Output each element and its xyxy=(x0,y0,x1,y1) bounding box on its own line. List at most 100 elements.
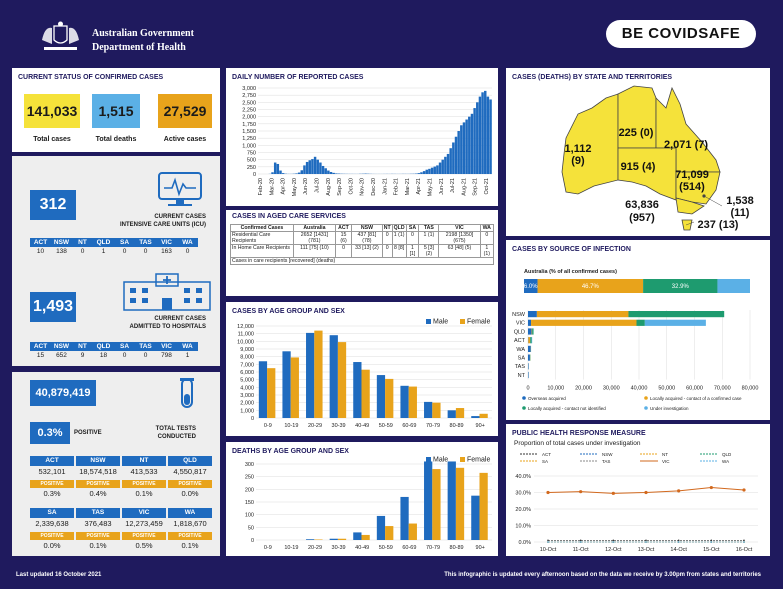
tests-positive-tag: POSITIVE xyxy=(168,480,212,488)
aged-cell: 0 xyxy=(405,231,420,245)
daily-xtick: May-20 xyxy=(292,178,298,196)
daily-bar xyxy=(470,113,474,174)
daily-xtick: May-21 xyxy=(428,178,434,196)
hosp-value-nt: 9 xyxy=(80,352,85,359)
daily-bar xyxy=(297,172,301,174)
death-ytick: 0 xyxy=(251,538,254,544)
tests-panel: 40,879,419 0.3% POSITIVE TOTAL TESTS CON… xyxy=(12,372,220,556)
tests-positive-tag: POSITIVE xyxy=(30,480,74,488)
daily-bar xyxy=(273,162,277,174)
status-panel: CURRENT STATUS OF CONFIRMED CASES 141,03… xyxy=(12,68,220,152)
tests-state-label: QLD xyxy=(168,456,212,466)
age-ytick: 0 xyxy=(251,416,254,422)
age-bar-male xyxy=(447,410,456,418)
age-bar-female xyxy=(479,413,488,418)
icu-value-sa: 0 xyxy=(122,248,127,255)
source-total-pct: 46.7% xyxy=(582,284,600,290)
daily-bar xyxy=(417,173,421,174)
daily-bar xyxy=(327,170,330,174)
age-ytick: 7,000 xyxy=(240,362,254,368)
age-bar-female xyxy=(267,368,276,418)
source-legend-label: Locally acquired - contact not identifie… xyxy=(528,406,606,411)
daily-bar xyxy=(457,131,460,174)
age-bar-male xyxy=(424,401,433,418)
health-legend-label: VIC xyxy=(662,459,670,464)
source-xtick: 80,000 xyxy=(742,386,759,392)
age-ytick: 11,000 xyxy=(238,332,254,338)
death-ytick: 150 xyxy=(245,500,254,506)
source-category: NT xyxy=(518,373,526,379)
source-legend-dot xyxy=(522,396,526,400)
age-bar-female xyxy=(385,378,394,418)
daily-bar xyxy=(444,156,447,174)
daily-ytick: 250 xyxy=(247,165,256,171)
health-point-act xyxy=(579,539,582,542)
health-point-act xyxy=(612,539,615,542)
aged-cell: 1 (1) xyxy=(479,244,495,258)
aged-header-cell: Confirmed Cases xyxy=(230,224,294,232)
daily-xtick: Jan-21 xyxy=(382,178,388,195)
source-legend-label: Under investigation xyxy=(650,406,689,411)
gov-department: Department of Health xyxy=(92,42,186,53)
hospital-value: 1,493 xyxy=(30,292,76,322)
death-legend-label: Male xyxy=(433,457,448,464)
tests-positive-tag: POSITIVE xyxy=(30,532,74,540)
age-ytick: 2,000 xyxy=(240,401,254,407)
tests-state-positive: 0.3% xyxy=(43,489,61,498)
tests-state-positive: 0.0% xyxy=(181,489,199,498)
death-xtick: 60-69 xyxy=(402,545,416,551)
source-bar xyxy=(536,311,629,318)
hosp-state-vic: VIC xyxy=(156,342,177,351)
tests-positive-tag: POSITIVE xyxy=(76,532,120,540)
aged-cell: 111 [75] (10) xyxy=(292,244,336,258)
health-panel: PUBLIC HEALTH RESPONSE MEASURE Proportio… xyxy=(506,424,770,556)
daily-bar xyxy=(425,169,428,174)
hosp-value-nsw: 652 xyxy=(56,352,67,359)
tests-state-positive: 0.1% xyxy=(181,541,199,550)
total-deaths-value: 1,515 xyxy=(92,94,140,128)
daily-ytick: 3,000 xyxy=(242,86,256,92)
cases-age-title: CASES BY AGE GROUP AND SEX xyxy=(232,308,345,315)
source-legend-label: Locally acquired - contact of a confirme… xyxy=(650,396,742,401)
tests-state-label: NSW xyxy=(76,456,120,466)
daily-ytick: 1,250 xyxy=(242,136,256,142)
age-bar-male xyxy=(353,362,362,418)
source-bar xyxy=(528,328,532,335)
tests-label-2: CONDUCTED xyxy=(157,434,196,440)
source-total-segment xyxy=(537,279,644,293)
daily-xtick: Feb-21 xyxy=(394,178,400,195)
source-category: TAS xyxy=(515,364,526,370)
death-bar-female xyxy=(479,472,488,540)
source-category: ACT xyxy=(514,338,526,344)
icu-hospital-panel: 312 CURRENT CASES INTENSIVE CARE UNITS (… xyxy=(12,156,220,366)
age-legend-label: Female xyxy=(467,319,490,326)
age-bar-female xyxy=(290,357,299,418)
daily-xtick: Jun-21 xyxy=(439,178,445,195)
age-bar-male xyxy=(400,385,409,418)
age-ytick: 4,000 xyxy=(240,385,254,391)
source-total-segment xyxy=(524,279,538,293)
tests-state-positive: 0.1% xyxy=(135,489,153,498)
daily-bar xyxy=(316,159,319,174)
tests-state-wa: WA 1,818,670 POSITIVE 0.1% xyxy=(168,508,212,551)
death-bar-male xyxy=(376,515,386,540)
age-xtick: 70-79 xyxy=(426,423,440,429)
source-legend-dot xyxy=(522,406,526,410)
source-bar xyxy=(531,319,637,326)
health-point-act xyxy=(547,539,549,542)
health-legend-label: QLD xyxy=(722,452,732,457)
aged-row: Residential Care Recipients 2652 [1431] (… xyxy=(230,231,495,245)
aged-header-cell: Australia xyxy=(292,224,336,232)
aged-header-cell: SA xyxy=(405,224,420,232)
daily-bar xyxy=(438,162,442,174)
daily-xtick: Dec-20 xyxy=(371,178,377,196)
aged-cell: Residential Care Recipients xyxy=(230,231,294,245)
source-category: QLD xyxy=(514,329,525,335)
map-wa-deaths: (9) xyxy=(571,155,585,167)
hosp-state-nt: NT xyxy=(72,342,93,351)
tests-positive-tag: POSITIVE xyxy=(76,480,120,488)
active-cases-label: Active cases xyxy=(163,136,207,143)
hosp-value-qld: 18 xyxy=(99,352,108,359)
icu-state-sa: SA xyxy=(114,238,135,247)
health-point-vic xyxy=(742,488,746,492)
